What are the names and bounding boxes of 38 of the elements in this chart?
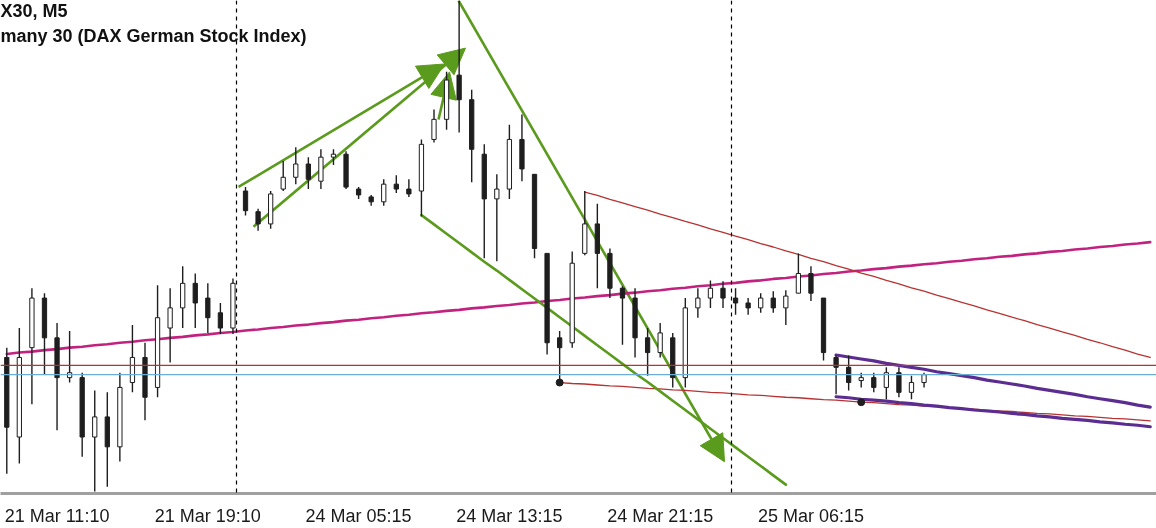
candlestick xyxy=(695,287,701,319)
candlestick xyxy=(908,374,915,400)
candlestick xyxy=(92,389,98,493)
candlestick xyxy=(192,272,198,329)
chart-title: X30, M5 xyxy=(0,0,68,21)
candlestick xyxy=(293,146,299,185)
candlestick xyxy=(205,282,211,334)
candlestick xyxy=(217,302,224,335)
candlestick xyxy=(305,156,311,190)
x-tick-label: 21 Mar 19:10 xyxy=(154,505,261,526)
candlestick xyxy=(242,186,249,217)
x-tick-label: 25 Mar 06:15 xyxy=(757,505,864,526)
candlestick xyxy=(167,287,173,364)
x-tick-label: 24 Mar 21:15 xyxy=(607,505,714,526)
candlestick xyxy=(381,178,387,207)
candlestick xyxy=(720,280,726,309)
candlestick xyxy=(783,289,789,326)
candlestick xyxy=(431,108,437,144)
candlestick xyxy=(896,366,902,398)
candlestick xyxy=(883,366,889,400)
candlestick xyxy=(494,173,500,262)
candlestick xyxy=(707,279,714,309)
candlestick xyxy=(770,290,776,314)
text: many 30 (DAX German Stock Index) xyxy=(0,25,307,46)
candlestick xyxy=(871,372,877,394)
x-tick-label: 24 Mar 13:15 xyxy=(456,505,563,526)
x-tick-label: 24 Mar 05:15 xyxy=(305,505,412,526)
candlestick xyxy=(280,160,286,192)
candlestick xyxy=(644,327,651,377)
candlestick xyxy=(657,322,663,359)
candlestick xyxy=(795,252,802,294)
candlestick xyxy=(833,354,839,396)
candlestick xyxy=(758,292,764,314)
x-tick-label: 21 Mar 11:10 xyxy=(4,505,110,526)
candlestick xyxy=(255,208,261,232)
candlestick xyxy=(808,265,814,302)
candlestick xyxy=(732,287,739,316)
candlestick xyxy=(619,285,626,346)
